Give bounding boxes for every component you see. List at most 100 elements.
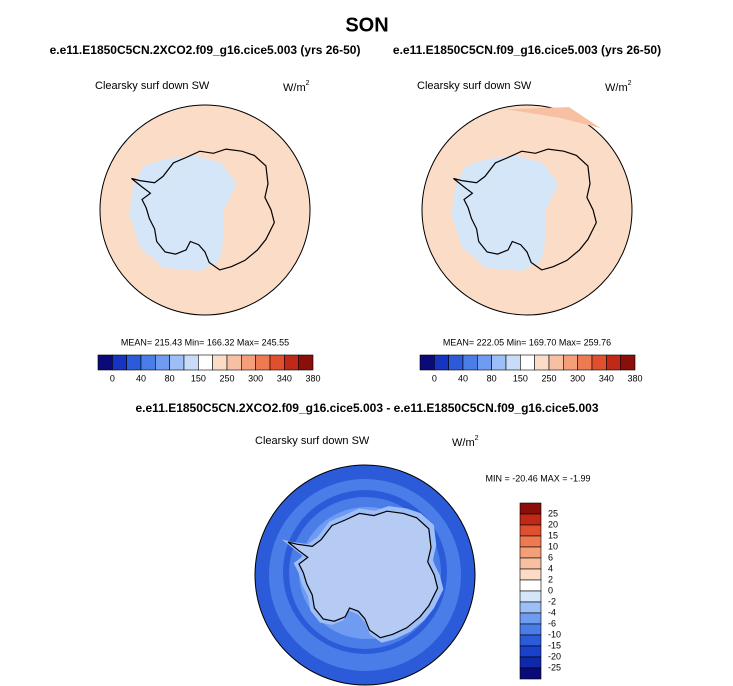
panel-title: e.e11.E1850C5CN.2XCO2.f09_g16.cice5.003 …: [50, 43, 361, 57]
colorbar-label: 6: [548, 552, 553, 562]
colorbar-box: [298, 354, 314, 371]
colorbar-label: -4: [548, 607, 556, 617]
colorbar-box: [505, 354, 521, 371]
colorbar-box: [126, 354, 142, 371]
colorbar-box: [284, 354, 299, 371]
colorbar-label: 150: [191, 373, 206, 383]
colorbar-label: 40: [136, 373, 146, 383]
colorbar-label: 15: [548, 530, 558, 540]
colorbar-label: 250: [541, 373, 556, 383]
colorbar-box: [519, 634, 542, 647]
colorbar-label: 340: [277, 373, 292, 383]
colorbar-box: [534, 354, 550, 371]
units-superscript: 2: [475, 435, 479, 442]
units-text: W/m: [452, 437, 475, 449]
coastline: [287, 510, 439, 639]
colorbar-label: 20: [548, 519, 558, 529]
colorbar-box: [226, 354, 242, 371]
map-contour: [451, 155, 559, 271]
units-label: W/m2: [283, 80, 310, 94]
colorbar-label: 25: [548, 508, 558, 518]
map-contour: [129, 155, 237, 271]
colorbar-box: [519, 667, 542, 680]
stats-label: MEAN= 215.43 Min= 166.32 Max= 245.55: [121, 337, 289, 347]
colorbar-label: 10: [548, 541, 558, 551]
colorbar-box: [519, 601, 542, 614]
units-text: W/m: [605, 82, 628, 94]
colorbar-box: [462, 354, 478, 371]
units-text: W/m: [283, 82, 306, 94]
colorbar-box: [563, 354, 578, 371]
stats-label: MIN = -20.46 MAX = -1.99: [485, 473, 590, 483]
colorbar-box: [477, 354, 492, 371]
colorbar-label: 250: [219, 373, 234, 383]
colorbar-box: [434, 354, 449, 371]
colorbar-box: [269, 354, 285, 371]
figure-title: SON: [345, 14, 388, 36]
colorbar-label: 0: [548, 585, 553, 595]
colorbar-label: 380: [305, 373, 320, 383]
panel-title: e.e11.E1850C5CN.2XCO2.f09_g16.cice5.003 …: [136, 401, 599, 415]
colorbar-label: 150: [513, 373, 528, 383]
variable-label: Clearsky surf down SW: [255, 435, 370, 447]
colorbar-box: [620, 354, 636, 371]
colorbar-box: [519, 623, 542, 636]
colorbar-box: [591, 354, 607, 371]
colorbar-box: [255, 354, 271, 371]
colorbar-label: 300: [570, 373, 585, 383]
variable-label: Clearsky surf down SW: [417, 80, 532, 92]
colorbar-box: [519, 590, 542, 603]
colorbar-box: [183, 354, 199, 371]
panel-title: e.e11.E1850C5CN.f09_g16.cice5.003 (yrs 2…: [393, 43, 661, 57]
colorbar-box: [606, 354, 621, 371]
coastline: [453, 148, 597, 271]
colorbar-label: 2: [548, 574, 553, 584]
colorbar-box: [491, 354, 507, 371]
colorbar-box: [577, 354, 593, 371]
colorbar-box: [419, 354, 435, 371]
units-label: W/m2: [605, 80, 632, 94]
units-superscript: 2: [306, 80, 310, 87]
colorbar-box: [519, 612, 542, 625]
colorbar-box: [548, 354, 564, 371]
colorbar-label: -25: [548, 662, 561, 672]
colorbar-label: 380: [627, 373, 642, 383]
colorbar-label: -6: [548, 618, 556, 628]
colorbar-box: [519, 513, 542, 526]
units-label: W/m2: [452, 435, 479, 449]
stats-label: MEAN= 222.05 Min= 169.70 Max= 259.76: [443, 337, 611, 347]
colorbar-box: [519, 546, 542, 559]
colorbar-box: [155, 354, 170, 371]
colorbar-box: [519, 557, 542, 570]
units-superscript: 2: [628, 80, 632, 87]
colorbar-label: 0: [432, 373, 437, 383]
map-contour: [506, 107, 601, 129]
colorbar-box: [97, 354, 113, 371]
colorbar-box: [519, 645, 542, 658]
colorbar-label: 340: [599, 373, 614, 383]
colorbar-box: [519, 524, 542, 537]
colorbar-box: [519, 535, 542, 548]
colorbar-label: 40: [458, 373, 468, 383]
colorbar-box: [519, 579, 542, 592]
colorbar-label: -2: [548, 596, 556, 606]
colorbar-box: [448, 354, 464, 371]
variable-label: Clearsky surf down SW: [95, 80, 210, 92]
colorbar-label: -10: [548, 629, 561, 639]
colorbar-box: [519, 656, 542, 669]
colorbar-label: 300: [248, 373, 263, 383]
colorbar-label: 80: [487, 373, 497, 383]
colorbar-box: [140, 354, 156, 371]
colorbar-box: [112, 354, 127, 371]
map-border: [254, 464, 476, 686]
colorbar-box: [520, 354, 535, 371]
colorbar-label: -15: [548, 640, 561, 650]
colorbar-label: 0: [110, 373, 115, 383]
colorbar-box: [519, 568, 542, 581]
colorbar-box: [169, 354, 185, 371]
colorbar-box: [198, 354, 213, 371]
colorbar-label: 80: [165, 373, 175, 383]
colorbar-label: 4: [548, 563, 553, 573]
colorbar-box: [212, 354, 228, 371]
